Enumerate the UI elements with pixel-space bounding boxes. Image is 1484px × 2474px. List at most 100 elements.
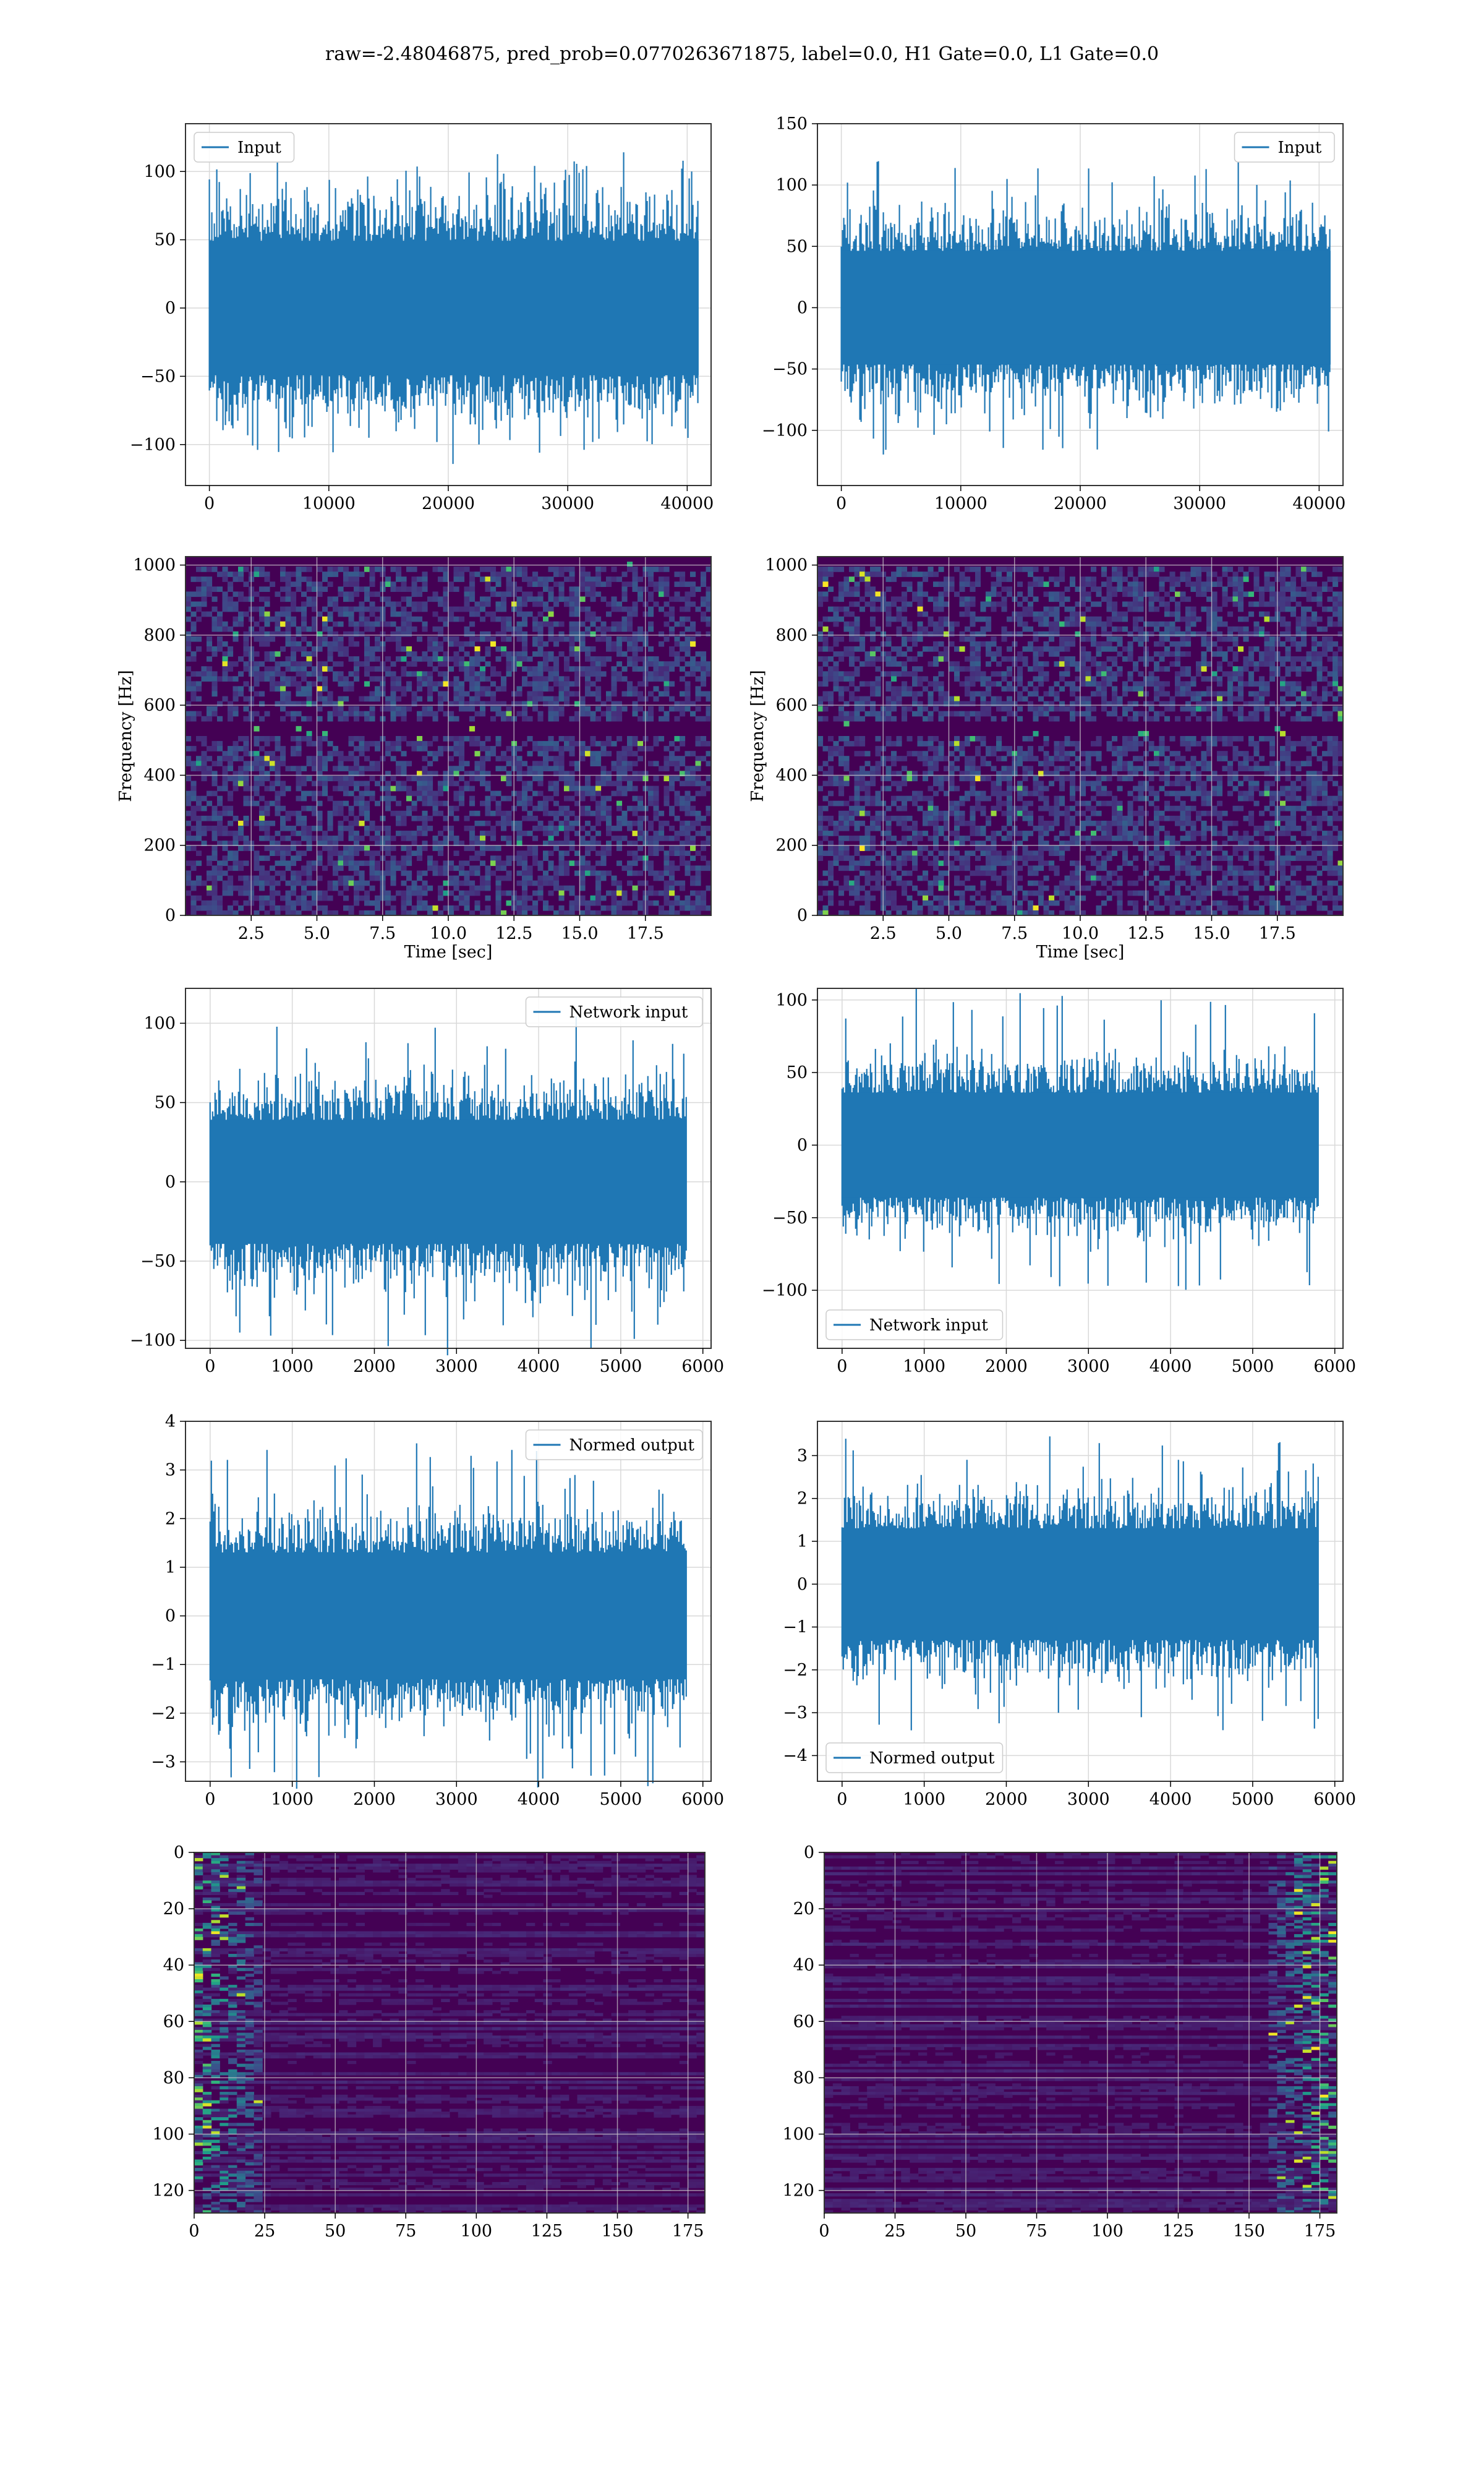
heatmap-cell: [228, 751, 233, 756]
heatmap-cell: [595, 716, 601, 722]
heatmap-cell: [564, 736, 569, 742]
heatmap-cell: [443, 586, 449, 592]
heatmap-cell: [680, 741, 685, 747]
heatmap-cell: [406, 602, 412, 607]
heatmap-cell: [254, 801, 260, 807]
heatmap-cell: [385, 622, 391, 627]
heatmap-cell: [259, 881, 265, 886]
heatmap-cell: [944, 576, 949, 582]
heatmap-cell: [680, 855, 685, 861]
heatmap-cell: [391, 681, 396, 687]
heatmap-cell: [359, 791, 365, 797]
heatmap-cell: [196, 826, 202, 831]
heatmap-cell: [459, 646, 464, 652]
heatmap-cell: [606, 796, 612, 802]
heatmap-cell: [1238, 617, 1243, 622]
heatmap-cell: [1201, 656, 1207, 662]
heatmap-cell: [401, 761, 407, 766]
heatmap-cell: [259, 811, 265, 816]
heatmap-cell: [585, 671, 591, 677]
heatmap-cell: [1128, 641, 1133, 647]
heatmap-cell: [459, 871, 464, 876]
heatmap-cell: [406, 786, 412, 792]
heatmap-cell: [333, 881, 338, 886]
heatmap-cell: [349, 865, 354, 871]
heatmap-cell: [364, 831, 370, 836]
heatmap-cell: [1038, 581, 1044, 587]
heatmap-cell: [569, 736, 575, 742]
heatmap-cell: [1311, 656, 1317, 662]
heatmap-cell: [412, 671, 417, 677]
heatmap-cell: [548, 766, 554, 771]
heatmap-cell: [186, 796, 191, 802]
heatmap-cell: [548, 756, 554, 761]
heatmap-cell: [270, 886, 275, 891]
heatmap-cell: [553, 681, 559, 687]
heatmap-cell: [1044, 581, 1049, 587]
heatmap-cell: [202, 586, 207, 592]
heatmap-cell: [1023, 622, 1028, 627]
heatmap-cell: [834, 636, 839, 642]
heatmap-cell: [585, 865, 591, 871]
heatmap-cell: [1301, 636, 1307, 642]
heatmap-cell: [443, 617, 449, 622]
heatmap-cell: [385, 746, 391, 751]
heatmap-cell: [338, 781, 344, 787]
heatmap-cell: [580, 567, 586, 572]
heatmap-cell: [244, 741, 249, 747]
heatmap-cell: [417, 746, 422, 751]
heatmap-cell: [553, 656, 559, 662]
heatmap-cell: [259, 607, 265, 612]
heatmap-cell: [296, 661, 302, 667]
heatmap-cell: [301, 901, 307, 906]
heatmap-cell: [427, 681, 433, 687]
heatmap-cell: [454, 881, 459, 886]
heatmap-cell: [228, 676, 233, 682]
heatmap-cell: [564, 806, 569, 811]
heatmap-cell: [338, 850, 344, 856]
heatmap-cell: [532, 776, 538, 781]
heatmap-cell: [238, 831, 244, 836]
heatmap-cell: [396, 781, 401, 787]
heatmap-cell: [996, 571, 1002, 577]
heatmap-cell: [1096, 586, 1102, 592]
heatmap-cell: [259, 636, 265, 642]
heatmap-cell: [522, 741, 527, 747]
heatmap-cell: [612, 686, 617, 691]
heatmap-cell: [186, 636, 191, 642]
heatmap-cell: [328, 711, 333, 717]
heatmap-cell: [701, 826, 706, 831]
heatmap-cell: [333, 701, 338, 707]
heatmap-cell: [574, 676, 580, 682]
heatmap-cell: [1286, 581, 1291, 587]
heatmap-cell: [401, 666, 407, 672]
heatmap-cell: [223, 627, 228, 632]
heatmap-cell: [569, 612, 575, 617]
heatmap-cell: [1307, 651, 1312, 657]
heatmap-cell: [349, 617, 354, 622]
heatmap-cell: [417, 850, 422, 856]
heatmap-cell: [543, 871, 548, 876]
heatmap-cell: [191, 816, 197, 821]
heatmap-cell: [1196, 617, 1201, 622]
heatmap-cell: [559, 691, 565, 697]
heatmap-cell: [585, 666, 591, 672]
heatmap-cell: [1049, 627, 1054, 632]
heatmap-cell: [406, 901, 412, 906]
heatmap-cell: [1017, 651, 1023, 657]
heatmap-cell: [1159, 666, 1165, 672]
heatmap-cell: [312, 622, 317, 627]
heatmap-cell: [370, 776, 375, 781]
heatmap-cell: [443, 576, 449, 582]
heatmap-cell: [595, 821, 601, 826]
heatmap-cell: [443, 836, 449, 841]
heatmap-cell: [375, 696, 380, 702]
heatmap-cell: [1233, 571, 1239, 577]
heatmap-cell: [1212, 631, 1217, 637]
heatmap-cell: [338, 756, 344, 761]
heatmap-cell: [317, 781, 323, 787]
heatmap-cell: [627, 736, 633, 742]
heatmap-cell: [212, 811, 218, 816]
heatmap-cell: [427, 636, 433, 642]
heatmap-cell: [585, 821, 591, 826]
